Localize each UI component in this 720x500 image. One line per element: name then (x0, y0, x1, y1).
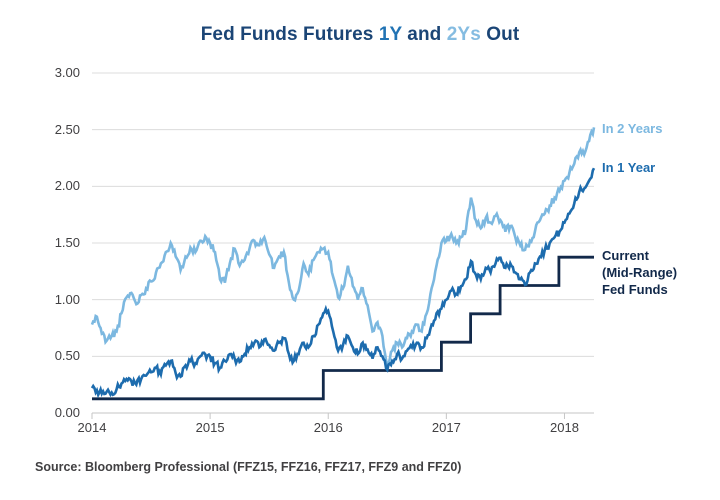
legend-current-line3: Fed Funds (602, 282, 668, 297)
y-axis-tick-label: 2.00 (54, 178, 80, 194)
y-axis-tick-label: 1.50 (54, 235, 80, 250)
chart-title-segment: Out (480, 24, 520, 45)
legend-in-2-years: In 2 Years (602, 121, 663, 136)
series-line-in-1-year (90, 167, 596, 399)
y-axis-tick-label: 0.00 (54, 405, 80, 420)
chart-title-segment-1y: 1Y (378, 24, 402, 45)
legend-current-fed-funds: Current (Mid-Range) Fed Funds (602, 247, 677, 298)
chart-title: Fed Funds Futures 1Y and 2Ys Out (0, 24, 720, 46)
x-axis-tick-label: 2018 (550, 420, 579, 435)
y-axis-tick-label: 1.00 (54, 291, 80, 307)
legend-current-line1: Current (602, 248, 649, 263)
legend-current-line2: (Mid-Range) (602, 265, 678, 280)
series-line-current-mid-range-fed-funds (92, 255, 594, 401)
x-axis-tick-label: 2016 (313, 420, 343, 435)
y-axis-tick-label: 3.00 (54, 65, 80, 80)
source-citation: Source: Bloomberg Professional (FFZ15, F… (35, 460, 462, 474)
x-axis-tick-label: 2014 (77, 420, 107, 435)
y-axis-tick-label: 2.50 (54, 121, 80, 137)
chart-title-segment: Fed Funds Futures (200, 24, 379, 45)
chart-title-segment: and (401, 24, 447, 45)
legend-in-1-year: In 1 Year (602, 160, 656, 175)
chart-title-segment-2ys: 2Ys (446, 24, 481, 45)
series-line-in-2-years (90, 127, 596, 368)
x-axis-tick-label: 2017 (431, 420, 461, 435)
y-axis-tick-label: 0.50 (54, 348, 80, 364)
x-axis-tick-label: 2015 (195, 420, 225, 435)
